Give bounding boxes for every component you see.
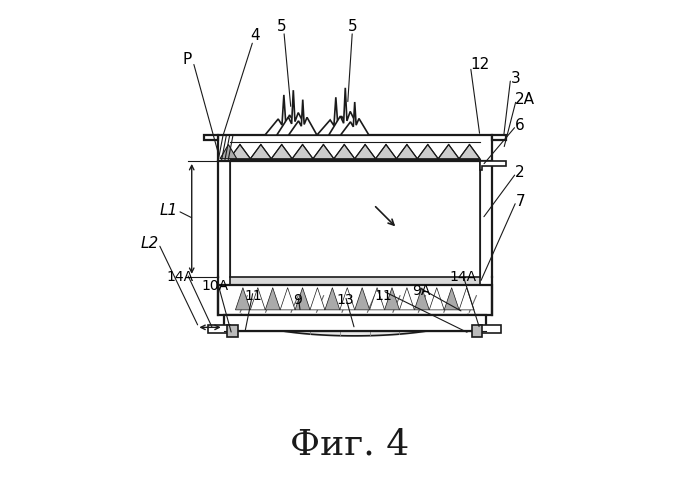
Text: 5: 5 <box>347 19 357 34</box>
Polygon shape <box>317 97 355 135</box>
Polygon shape <box>276 90 310 135</box>
Text: 2A: 2A <box>515 92 536 107</box>
Polygon shape <box>384 288 400 310</box>
Polygon shape <box>334 144 355 159</box>
Polygon shape <box>251 144 272 159</box>
Bar <box>218 135 491 161</box>
Polygon shape <box>230 144 251 159</box>
Text: 10A: 10A <box>202 279 229 293</box>
Polygon shape <box>414 288 429 310</box>
Polygon shape <box>429 288 444 310</box>
Polygon shape <box>265 95 303 135</box>
Polygon shape <box>310 288 325 310</box>
Polygon shape <box>459 144 480 159</box>
Polygon shape <box>251 288 265 310</box>
Polygon shape <box>355 288 370 310</box>
Polygon shape <box>313 144 334 159</box>
Polygon shape <box>491 135 506 140</box>
Polygon shape <box>480 161 506 171</box>
Polygon shape <box>340 288 355 310</box>
Polygon shape <box>280 288 295 310</box>
Polygon shape <box>272 144 292 159</box>
Text: 9: 9 <box>293 293 302 307</box>
Text: 4: 4 <box>251 28 260 43</box>
Text: 7: 7 <box>515 194 525 209</box>
Polygon shape <box>220 144 237 159</box>
Bar <box>223 315 486 331</box>
Polygon shape <box>329 88 362 135</box>
Polygon shape <box>444 288 459 310</box>
Text: 3: 3 <box>510 71 520 86</box>
Polygon shape <box>376 144 396 159</box>
Text: 14A: 14A <box>167 270 193 284</box>
Polygon shape <box>325 288 340 310</box>
Polygon shape <box>370 288 384 310</box>
Polygon shape <box>288 99 317 135</box>
Bar <box>230 277 480 285</box>
Text: 11: 11 <box>244 289 262 303</box>
Polygon shape <box>396 144 417 159</box>
Text: 9A: 9A <box>412 284 430 298</box>
Text: 14A: 14A <box>450 270 477 284</box>
Text: L2: L2 <box>141 236 159 251</box>
Text: 6: 6 <box>515 118 525 133</box>
Polygon shape <box>341 102 369 135</box>
Bar <box>209 325 230 334</box>
Bar <box>480 325 501 334</box>
Text: Фиг. 4: Фиг. 4 <box>290 427 410 462</box>
Polygon shape <box>417 144 438 159</box>
Polygon shape <box>265 288 280 310</box>
Polygon shape <box>459 288 474 310</box>
Polygon shape <box>355 144 376 159</box>
Text: 5: 5 <box>276 19 286 34</box>
Polygon shape <box>438 144 459 159</box>
Text: 12: 12 <box>470 57 490 72</box>
Bar <box>228 325 237 337</box>
Bar <box>218 285 491 315</box>
Bar <box>230 161 480 277</box>
Text: L1: L1 <box>160 203 178 218</box>
Polygon shape <box>292 144 313 159</box>
Polygon shape <box>235 288 251 310</box>
Text: P: P <box>183 52 192 67</box>
Polygon shape <box>204 135 218 140</box>
Text: 11: 11 <box>374 289 392 303</box>
Polygon shape <box>400 288 414 310</box>
Polygon shape <box>295 288 310 310</box>
Bar <box>472 325 482 337</box>
Text: 13: 13 <box>337 293 354 307</box>
Text: 2: 2 <box>515 165 525 180</box>
